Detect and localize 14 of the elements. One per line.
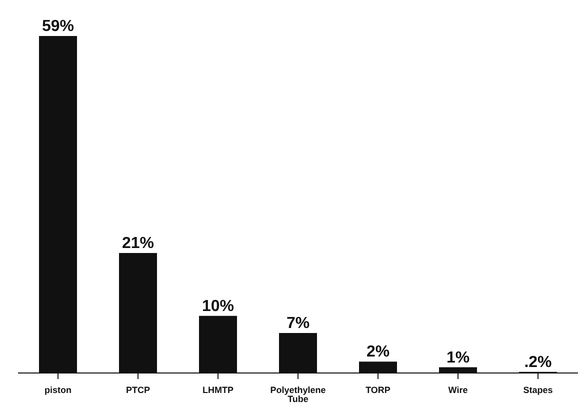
x-tick-label: Stapes [523,385,553,395]
data-label: 7% [286,315,310,332]
data-label: 1% [446,349,470,366]
data-label: 59% [42,18,74,35]
x-tick-label: Polyethylene Tube [270,385,326,404]
x-tick-label: piston [44,385,72,395]
x-tick-label: PTCP [126,385,150,395]
x-tick-label: TORP [366,385,390,395]
data-label: 21% [122,235,154,252]
data-label: 10% [202,298,234,315]
x-tick-label: Wire [448,385,468,395]
x-tick-label: LHMTP [202,385,234,395]
data-label: .2% [524,354,552,371]
data-label: 2% [366,344,390,361]
